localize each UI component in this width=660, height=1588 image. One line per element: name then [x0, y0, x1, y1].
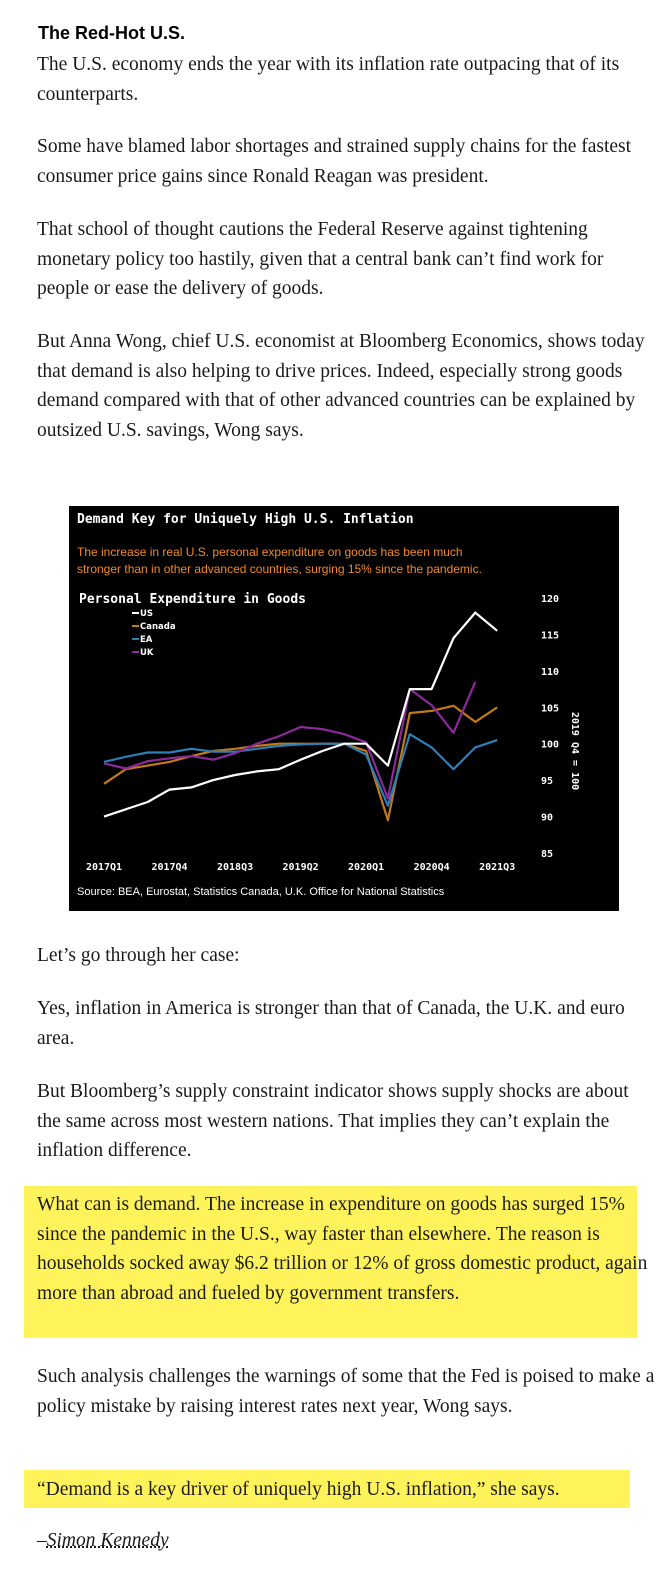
y-tick-label: 90	[541, 813, 553, 824]
legend-label-ea: EA	[140, 635, 153, 645]
y-tick-label: 120	[541, 594, 559, 605]
x-tick-label: 2020Q1	[348, 862, 384, 873]
chart-lines	[103, 611, 498, 822]
x-axis: 2017Q1 2017Q4 2018Q3 2019Q2 2020Q1 2020Q4 2021…	[86, 862, 515, 873]
y-tick-label: 110	[541, 667, 559, 678]
paragraph-2: Some have blamed labor shortages and str…	[37, 136, 632, 187]
y-axis: 85 90 95 100 105 110 115 120	[541, 594, 559, 860]
paragraph-9: Such analysis challenges the warnings of…	[37, 1366, 655, 1417]
paragraph-1: The U.S. economy ends the year with its …	[37, 54, 620, 105]
x-tick-label: 2019Q2	[283, 862, 319, 873]
legend-label-canada: Canada	[140, 622, 176, 632]
x-tick-label: 2018Q3	[217, 862, 253, 873]
byline-dash: –	[37, 1530, 47, 1551]
x-tick-label: 2021Q3	[479, 862, 515, 873]
legend-label-us: US	[140, 609, 153, 619]
y-axis-label: 2019 Q4 = 100	[569, 712, 580, 790]
paragraph-7: But Bloomberg’s supply constraint indica…	[37, 1081, 629, 1161]
y-tick-label: 100	[541, 740, 559, 751]
series-line-ea	[103, 733, 498, 807]
chart-legend: US Canada EA UK	[132, 609, 176, 658]
series-line-canada	[103, 704, 498, 822]
series-line-uk	[103, 681, 477, 800]
byline-name[interactable]: Simon Kennedy	[46, 1530, 169, 1551]
chart-panel-title: Personal Expenditure in Goods	[79, 592, 306, 607]
chart-subtitle-line2: stronger than in other advanced countrie…	[77, 562, 482, 576]
paragraph-4: But Anna Wong, chief U.S. economist at B…	[37, 331, 645, 441]
chart-figure: Demand Key for Uniquely High U.S. Inflat…	[69, 506, 619, 911]
chart-svg: Demand Key for Uniquely High U.S. Inflat…	[77, 512, 580, 898]
x-tick-label: 2017Q4	[151, 862, 187, 873]
paragraph-5: Let’s go through her case:	[37, 945, 240, 966]
highlight-quote	[24, 1470, 630, 1508]
y-tick-label: 95	[541, 776, 553, 787]
paragraph-8-highlighted: What can is demand. The increase in expe…	[37, 1194, 648, 1304]
paragraph-3: That school of thought cautions the Fede…	[37, 219, 604, 299]
paragraph-6: Yes, inflation in America is stronger th…	[37, 998, 625, 1049]
y-tick-label: 105	[541, 703, 559, 714]
y-tick-label: 85	[541, 849, 553, 860]
series-line-us	[103, 611, 498, 818]
byline: –Simon Kennedy	[37, 1530, 169, 1552]
x-tick-label: 2020Q4	[414, 862, 450, 873]
chart-subtitle-line1: The increase in real U.S. personal expen…	[77, 545, 463, 559]
chart-title: Demand Key for Uniquely High U.S. Inflat…	[77, 512, 414, 527]
legend-label-uk: UK	[140, 648, 154, 658]
highlight-block	[24, 1186, 637, 1338]
section-heading: The Red-Hot U.S.	[38, 23, 185, 43]
chart-source: Source: BEA, Eurostat, Statistics Canada…	[77, 886, 445, 898]
y-tick-label: 115	[541, 630, 559, 641]
quote-paragraph: “Demand is a key driver of uniquely high…	[37, 1479, 560, 1500]
x-tick-label: 2017Q1	[86, 862, 122, 873]
